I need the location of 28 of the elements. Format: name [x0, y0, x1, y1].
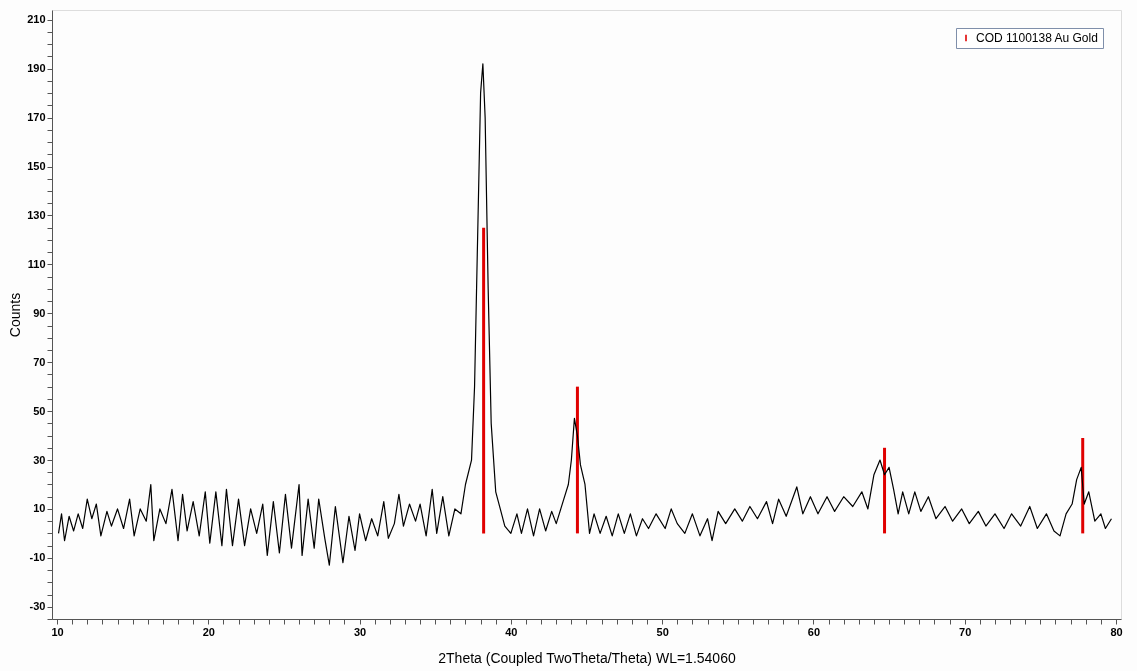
- line-series: [57, 63, 1113, 566]
- x-tick-label: 30: [353, 625, 367, 638]
- x-tick-label: 40: [505, 625, 518, 638]
- y-tick-label: 110: [27, 257, 46, 270]
- y-tick-label: 90: [33, 306, 46, 319]
- y-tick-label: 50: [33, 404, 46, 417]
- y-tick-label: 30: [33, 453, 46, 466]
- x-tick-label: 70: [959, 625, 972, 638]
- y-tick-label: 210: [27, 13, 46, 26]
- x-tick-label: 10: [51, 625, 64, 638]
- bar: [482, 227, 486, 534]
- bar: [575, 386, 579, 534]
- y-tick-label: -10: [29, 551, 46, 564]
- x-tick-label: 20: [202, 625, 215, 638]
- y-tick-label: 170: [27, 111, 46, 124]
- y-tick-label: 150: [27, 160, 46, 173]
- legend-label: COD 1100138 Au Gold: [976, 31, 1098, 45]
- y-tick-label: 130: [27, 208, 46, 221]
- y-tick-label: -30: [29, 600, 46, 613]
- y-tick-label: 10: [33, 502, 46, 515]
- x-axis-title: 2Theta (Coupled TwoTheta/Theta) WL=1.54060: [438, 649, 736, 666]
- y-tick-label: 70: [33, 355, 46, 368]
- y-tick-label: 190: [27, 62, 46, 75]
- x-tick-label: 80: [1110, 625, 1123, 638]
- x-tick-label: 50: [656, 625, 669, 638]
- x-tick-label: 60: [807, 625, 821, 638]
- bar: [883, 447, 887, 534]
- y-axis-title: Counts: [7, 292, 24, 338]
